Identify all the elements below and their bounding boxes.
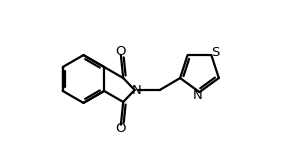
Text: O: O: [116, 45, 126, 58]
Text: S: S: [211, 46, 220, 59]
Text: O: O: [116, 122, 126, 135]
Text: N: N: [132, 83, 142, 97]
Text: N: N: [193, 89, 203, 102]
